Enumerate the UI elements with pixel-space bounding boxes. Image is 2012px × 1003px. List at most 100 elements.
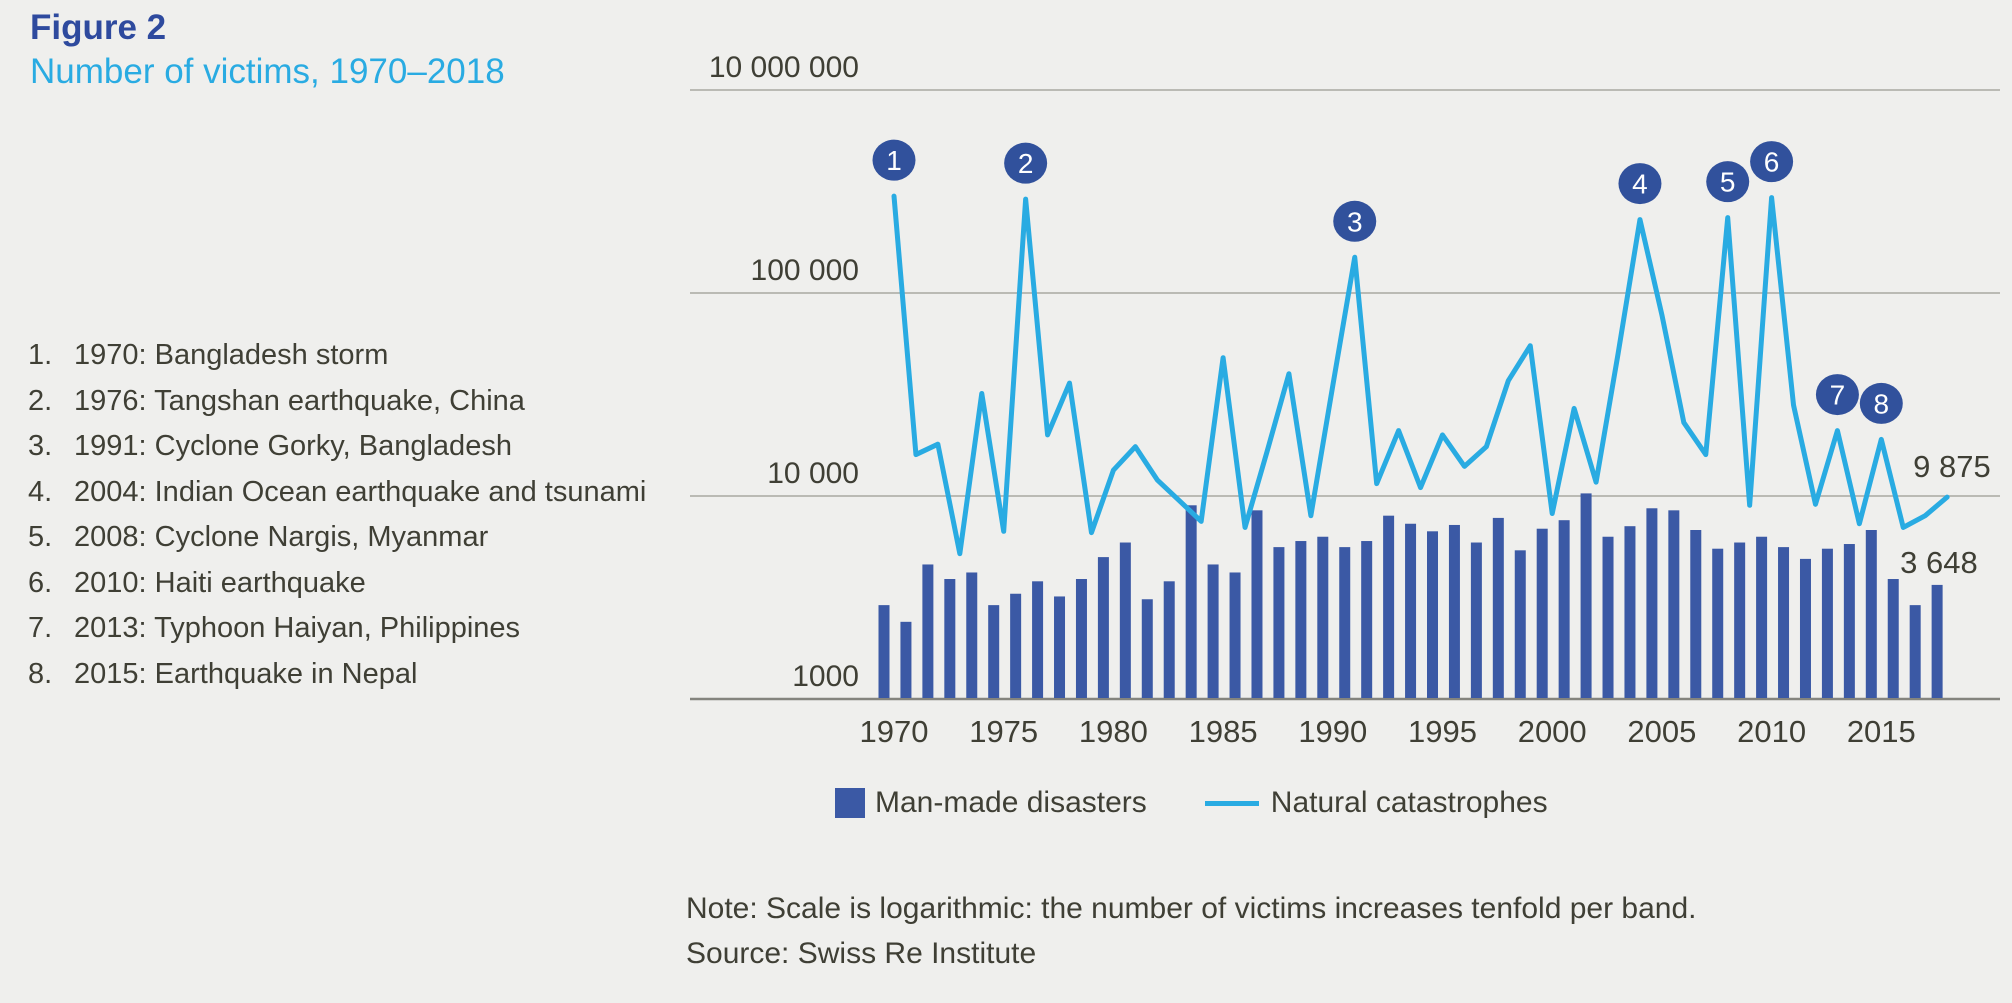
bar-1981 [1119,542,1131,698]
bar-2008 [1712,548,1724,698]
bar-2003 [1602,536,1614,698]
list-item: 7. 2013: Typhoon Haiyan, Philippines [28,606,646,652]
list-item: 5. 2008: Cyclone Nargis, Myanmar [28,515,646,561]
bar-1990 [1317,536,1329,698]
event-label: 2008: Cyclone Nargis, Myanmar [74,521,489,553]
event-label: 2004: Indian Ocean earthquake and tsunam… [74,475,647,508]
x-tick-label: 2005 [1627,714,1696,749]
event-marker-number: 5 [1720,167,1736,198]
x-tick-label: 2010 [1737,714,1806,749]
event-marker-circle-2 [1004,142,1048,184]
x-tick-label: 2000 [1518,714,1587,749]
event-marker-circle-5 [1706,161,1750,203]
bar-1987 [1251,510,1263,698]
event-number: 4. [28,475,53,508]
bar-1988 [1273,547,1285,698]
footnotes: Note: Scale is logarithmic: the number o… [686,886,1696,976]
event-marker-circle-7 [1815,374,1859,416]
bar-2015 [1865,530,1877,698]
bar-1970 [878,605,890,698]
bar-1974 [966,572,978,698]
bar-2000 [1536,528,1548,698]
bar-1978 [1054,596,1066,698]
event-label: 2010: Haiti earthquake [74,566,366,599]
bar-1983 [1163,581,1175,698]
event-marker-circle-1 [872,139,916,181]
figure-title: Figure 2 [30,8,167,47]
event-legend-list: 1. 1970: Bangladesh storm 2. 1976: Tangsha… [28,333,646,697]
bar-1989 [1295,541,1307,698]
bar-1999 [1514,550,1526,698]
list-item: 1. 1970: Bangladesh storm [28,333,646,379]
figure-subtitle: Number of victims, 1970–2018 [30,52,505,91]
natural-cat-swatch-icon [1204,800,1259,806]
event-number: 8. [28,657,53,690]
event-number: 5. [28,521,53,553]
bar-2006 [1668,510,1680,698]
man-made-swatch-icon [835,788,865,818]
bar-2002 [1580,493,1592,698]
event-marker-number: 8 [1874,388,1890,419]
bar-2001 [1558,520,1570,698]
chart-legend: Man-made disasters Natural catastrophes [835,780,1548,826]
bar-1979 [1075,579,1087,698]
man-made-legend-label: Man-made disasters [875,786,1147,819]
event-label: 1970: Bangladesh storm [74,339,389,371]
list-item: 4. 2004: Indian Ocean earthquake and tsun… [28,470,646,516]
list-item: 2. 1976: Tangshan earthquake, China [28,379,646,425]
list-item: 6. 2010: Haiti earthquake [28,561,646,607]
x-tick-label: 1985 [1189,714,1258,749]
natural-cat-legend-label: Natural catastrophes [1270,786,1548,819]
bar-1996 [1448,524,1460,698]
event-label: 1991: Cyclone Gorky, Bangladesh [74,430,512,462]
event-label: 2015: Earthquake in Nepal [74,657,418,690]
bar-1997 [1470,542,1482,698]
bar-1993 [1383,515,1395,698]
bar-1972 [922,564,934,698]
y-axis-label: 100 000 [751,254,859,287]
bar-1994 [1405,523,1417,698]
bar-2005 [1646,508,1658,698]
x-tick-label: 2015 [1847,714,1916,749]
event-number: 6. [28,566,53,599]
event-marker-number: 2 [1018,148,1034,179]
bar-2014 [1843,544,1855,698]
event-label: 1976: Tangshan earthquake, China [74,384,525,417]
x-tick-label: 1980 [1079,714,1148,749]
x-tick-label: 1970 [860,714,929,749]
bar-1971 [900,621,912,698]
bar-1984 [1185,505,1197,698]
bar-1986 [1229,572,1241,698]
bar-2012 [1799,558,1811,698]
x-tick-label: 1995 [1408,714,1477,749]
bar-2017 [1909,605,1921,698]
bar-2016 [1887,579,1899,698]
event-label: 2013: Typhoon Haiyan, Philippines [74,612,521,644]
figure-header: Figure 2 Number of victims, 1970–2018 [30,6,505,94]
event-marker-number: 7 [1830,380,1846,411]
bar-1991 [1339,547,1351,698]
y-axis-label: 1000 [792,660,859,693]
bar-1975 [988,605,1000,698]
bar-1977 [1032,581,1044,698]
event-marker-number: 3 [1347,206,1363,237]
bar-1995 [1427,531,1438,698]
event-marker-number: 1 [886,145,902,176]
x-tick-label: 1990 [1298,714,1367,749]
natural-catastrophes-line [891,193,1950,557]
event-number: 7. [28,612,53,644]
x-tick-label: 1975 [969,714,1038,749]
bar-1985 [1207,564,1219,698]
bar-2004 [1624,526,1636,698]
event-marker-number: 6 [1764,147,1780,178]
bar-2009 [1734,542,1746,698]
event-marker-circle-4 [1618,163,1662,205]
bar-2007 [1690,530,1702,698]
event-marker-circle-8 [1859,382,1903,424]
event-number: 1. [28,339,53,371]
event-marker-number: 4 [1632,169,1648,200]
y-axis-label: 10 000 000 [709,51,859,84]
list-item: 3. 1991: Cyclone Gorky, Bangladesh [28,424,646,470]
